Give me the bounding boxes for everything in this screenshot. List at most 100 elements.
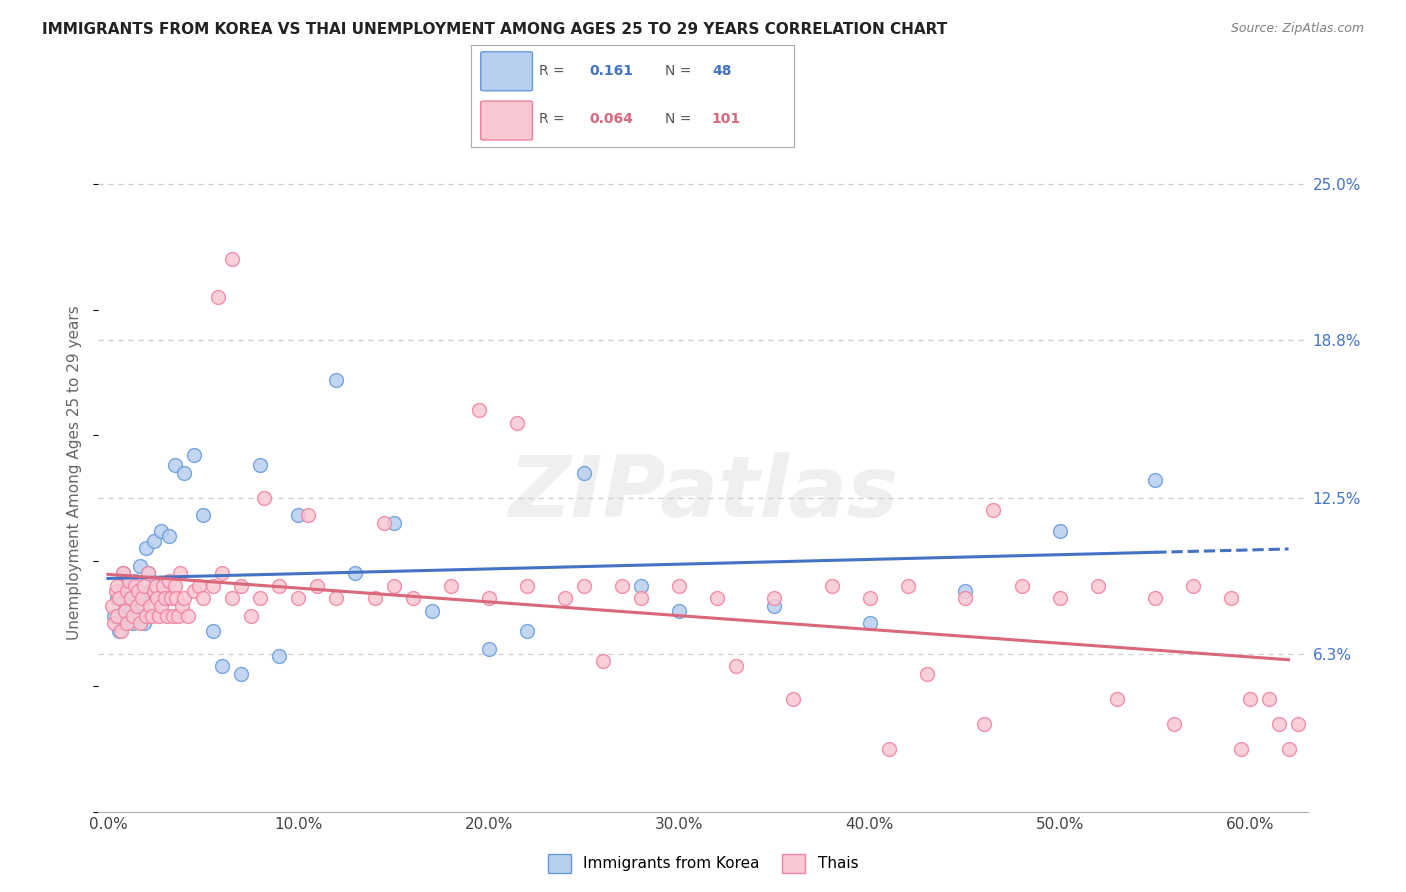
Point	[1220, 591, 1243, 606]
Point	[162, 608, 184, 623]
Text: IMMIGRANTS FROM KOREA VS THAI UNEMPLOYMENT AMONG AGES 25 TO 29 YEARS CORRELATION: IMMIGRANTS FROM KOREA VS THAI UNEMPLOYME…	[42, 22, 948, 37]
Point	[1107, 691, 1129, 706]
Text: N =: N =	[665, 63, 692, 78]
Point	[141, 608, 163, 623]
Point	[121, 608, 143, 623]
Point	[468, 403, 491, 417]
Point	[706, 591, 728, 606]
Point	[125, 599, 148, 613]
Point	[201, 624, 224, 638]
Point	[344, 566, 367, 581]
Point	[269, 648, 291, 663]
Point	[859, 616, 882, 631]
Point	[169, 566, 191, 581]
Text: R =: R =	[538, 63, 565, 78]
Point	[166, 591, 188, 606]
Point	[135, 608, 157, 623]
Point	[1277, 742, 1299, 756]
Point	[136, 566, 159, 581]
Point	[120, 591, 142, 606]
Point	[953, 583, 976, 598]
Point	[129, 616, 152, 631]
Point	[269, 579, 291, 593]
Point	[668, 604, 690, 618]
Point	[134, 579, 156, 593]
Point	[157, 574, 180, 588]
Point	[763, 599, 786, 613]
Point	[592, 654, 614, 668]
Point	[207, 290, 229, 304]
Point	[107, 608, 129, 623]
Point	[127, 608, 149, 623]
Point	[183, 448, 205, 462]
Text: ZIPatlas: ZIPatlas	[508, 451, 898, 534]
Point	[572, 579, 595, 593]
Point	[897, 579, 920, 593]
Point	[108, 624, 131, 638]
Point	[173, 591, 195, 606]
Point	[1182, 579, 1205, 593]
Text: 0.064: 0.064	[589, 112, 633, 127]
Point	[172, 599, 194, 613]
Point	[191, 508, 214, 523]
Point	[108, 591, 131, 606]
Point	[127, 583, 149, 598]
Point	[325, 591, 347, 606]
Point	[146, 579, 169, 593]
Point	[150, 524, 173, 538]
Point	[100, 599, 122, 613]
Legend: Immigrants from Korea, Thais: Immigrants from Korea, Thais	[541, 847, 865, 879]
Point	[142, 583, 165, 598]
Point	[1087, 579, 1109, 593]
Point	[572, 466, 595, 480]
Point	[249, 591, 271, 606]
Text: R =: R =	[538, 112, 565, 127]
Point	[118, 579, 141, 593]
Point	[124, 574, 146, 588]
Point	[382, 516, 405, 530]
Point	[129, 558, 152, 573]
Point	[163, 458, 186, 473]
Point	[231, 579, 253, 593]
Point	[440, 579, 463, 593]
Point	[401, 591, 423, 606]
Point	[554, 591, 576, 606]
Point	[153, 583, 176, 598]
Point	[201, 579, 224, 593]
Point	[953, 591, 976, 606]
Point	[211, 659, 233, 673]
FancyBboxPatch shape	[481, 52, 533, 91]
Point	[221, 252, 243, 267]
Point	[382, 579, 405, 593]
Point	[134, 616, 156, 631]
Point	[782, 691, 804, 706]
Text: Source: ZipAtlas.com: Source: ZipAtlas.com	[1230, 22, 1364, 36]
Point	[139, 599, 162, 613]
Point	[820, 579, 842, 593]
Point	[478, 591, 501, 606]
Point	[231, 666, 253, 681]
Point	[763, 591, 786, 606]
Point	[1144, 591, 1167, 606]
Point	[363, 591, 385, 606]
Point	[249, 458, 271, 473]
Point	[145, 579, 167, 593]
Point	[668, 579, 690, 593]
Point	[152, 579, 174, 593]
Point	[157, 528, 180, 542]
Point	[107, 591, 129, 606]
Point	[114, 616, 136, 631]
Point	[115, 599, 138, 613]
Point	[420, 604, 443, 618]
Point	[516, 579, 538, 593]
Y-axis label: Unemployment Among Ages 25 to 29 years: Unemployment Among Ages 25 to 29 years	[67, 305, 83, 640]
Point	[1163, 716, 1185, 731]
Point	[142, 533, 165, 548]
Point	[131, 596, 153, 610]
Text: 48: 48	[711, 63, 731, 78]
Point	[163, 579, 186, 593]
Point	[103, 616, 125, 631]
Point	[136, 566, 159, 581]
Point	[107, 579, 129, 593]
Point	[877, 742, 900, 756]
